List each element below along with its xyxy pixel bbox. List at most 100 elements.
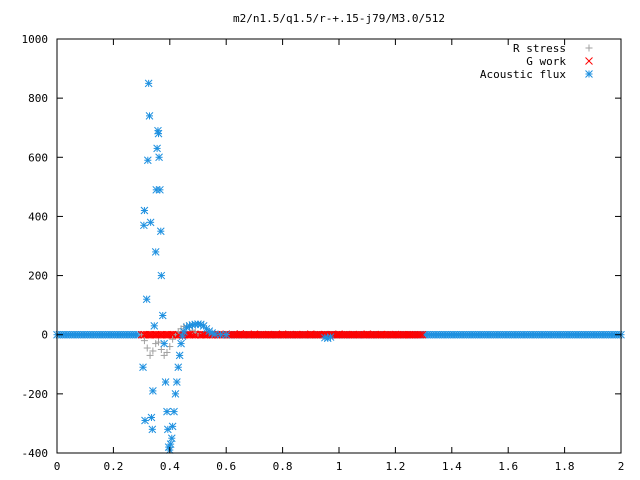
g-work-point [405,330,414,339]
y-tick-label: 400 [28,210,48,223]
acoustic-flux-point [153,144,161,153]
y-tick-label: 600 [28,151,48,164]
r-stress-point [149,347,157,355]
legend-label: Acoustic flux [480,68,566,81]
acoustic-flux-point [144,79,153,88]
x-tick-label: 0.8 [273,460,293,473]
x-tick-label: 2 [618,460,625,473]
acoustic-flux-point [140,221,148,230]
acoustic-flux-point [150,321,159,330]
acoustic-flux-point [222,330,231,339]
x-tick-label: 0 [54,460,61,473]
axes-layer: 0 0.2 0.4 0.6 0.8 1 1.2 1.4 1.6 1.8 2 -400 -200 0 200 4… [22,33,625,473]
g-work-point [157,330,166,339]
acoustic-flux-point [156,185,164,194]
acoustic-flux-point [148,425,157,434]
x-tick-label: 1.8 [555,460,575,473]
r-stress-point [157,346,165,353]
g-work-point [174,330,183,339]
acoustic-flux-point [151,248,160,256]
x-tick-label: 1.4 [442,460,462,473]
acoustic-flux-point [177,339,185,348]
acoustic-flux-point [166,440,175,448]
acoustic-flux-point [168,422,177,431]
acoustic-flux-point [158,311,167,320]
acoustic-flux-point [167,434,176,443]
chart-title: m2/n1.5/q1.5/r-+.15-j79/M3.0/512 [233,12,445,25]
y-tick-label: -400 [22,447,49,460]
g-work-point [363,330,372,338]
g-work-point [264,330,273,339]
acoustic-flux-point [155,153,163,162]
acoustic-flux-point [171,390,180,398]
y-tick-label: -200 [22,388,49,401]
acoustic-flux-point [146,218,155,227]
r-stress-point [146,351,154,359]
acoustic-flux-point [149,387,157,395]
legend-label: R stress [513,42,566,55]
g-work-point [168,330,177,339]
acoustic-flux-point [161,378,170,386]
g-work-point [292,330,301,339]
r-stress-point [155,338,163,346]
y-tick-label: 800 [28,92,48,105]
g-work-point [377,330,386,339]
legend-marker [585,70,593,78]
g-work-point [140,330,149,339]
y-tick-label: 0 [41,329,48,342]
x-tick-label: 0.6 [216,460,236,473]
acoustic-flux-point [145,112,154,120]
acoustic-flux-point [174,363,183,372]
g-work-point [146,330,154,339]
acoustic-flux-point [175,351,184,360]
y-tick-label: 200 [28,270,48,283]
acoustic-flux-point [170,407,178,416]
acoustic-flux-point [141,416,149,425]
acoustic-flux-point [154,129,163,138]
x-tick-label: 1.2 [385,460,405,473]
acoustic-flux-point [163,407,171,416]
acoustic-flux-point [140,206,149,215]
acoustic-flux-point [139,363,147,372]
series-acoustic-flux [139,79,335,454]
g-work-point [349,330,357,339]
x-tick-label: 0.4 [160,460,180,473]
acoustic-flux-point [152,185,161,194]
acoustic-flux-point [172,378,181,386]
g-work-point [250,330,259,338]
g-work-point [391,330,400,339]
g-work-point [335,330,343,338]
acoustic-flux-point [142,295,151,304]
g-work-point [163,330,171,339]
legend-marker [585,57,593,65]
series-layer [53,79,625,454]
acoustic-flux-point [147,413,156,422]
x-tick-label: 1 [336,460,343,473]
g-work-point [185,330,194,339]
g-work-point [151,330,160,339]
acoustic-flux-point [326,333,335,341]
g-work-point [191,330,200,339]
x-tick-label: 1.6 [498,460,518,473]
g-work-point [306,330,315,338]
g-work-point [278,330,287,338]
y-tick-label: 1000 [22,33,49,46]
r-stress-point [163,348,171,356]
g-work-point [236,329,245,338]
legend-marker [585,44,593,52]
g-work-point [416,330,425,339]
acoustic-flux-point [160,339,169,348]
r-stress-point [143,344,151,352]
g-work-point [418,330,427,339]
x-tick-label: 0.2 [103,460,123,473]
g-work-point [415,330,423,339]
acoustic-flux-point [156,227,165,236]
r-stress-point [169,335,177,343]
acoustic-flux-point [143,156,152,165]
acoustic-flux-point [157,271,166,280]
legend-label: G work [526,55,566,68]
r-stress-point [140,337,148,345]
